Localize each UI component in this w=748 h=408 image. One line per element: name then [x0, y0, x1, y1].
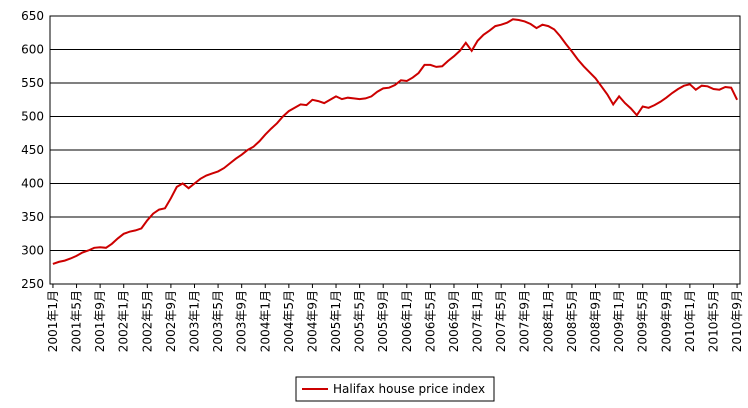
x-tick-label: 2010年1月	[683, 290, 697, 352]
y-tick-label: 350	[21, 210, 44, 224]
x-tick-label: 2002年5月	[140, 290, 154, 352]
x-tick-label: 2004年9月	[305, 290, 319, 352]
x-tick-label: 2003年9月	[235, 290, 249, 352]
x-tick-label: 2006年5月	[423, 290, 437, 352]
x-tick-label: 2004年5月	[282, 290, 296, 352]
x-tick-label: 2005年5月	[353, 290, 367, 352]
legend-label: Halifax house price index	[333, 382, 485, 396]
x-tick-label: 2001年1月	[46, 290, 60, 352]
x-tick-label: 2002年1月	[117, 290, 131, 352]
x-tick-label: 2001年9月	[93, 290, 107, 352]
x-tick-label: 2005年1月	[329, 290, 343, 352]
y-tick-label: 400	[21, 177, 44, 191]
x-tick-label: 2009年5月	[636, 290, 650, 352]
x-tick-label: 2010年9月	[730, 290, 744, 352]
y-tick-label: 650	[21, 9, 44, 23]
x-tick-label: 2010年5月	[706, 290, 720, 352]
y-tick-label: 500	[21, 110, 44, 124]
x-tick-label: 2004年1月	[258, 290, 272, 352]
x-tick-label: 2002年9月	[164, 290, 178, 352]
x-tick-label: 2008年5月	[565, 290, 579, 352]
x-tick-label: 2007年9月	[518, 290, 532, 352]
x-tick-label: 2009年1月	[612, 290, 626, 352]
y-tick-label: 300	[21, 244, 44, 258]
x-tick-label: 2009年9月	[659, 290, 673, 352]
x-tick-label: 2007年1月	[471, 290, 485, 352]
x-tick-label: 2001年5月	[70, 290, 84, 352]
x-tick-label: 2008年1月	[541, 290, 555, 352]
x-tick-label: 2003年5月	[211, 290, 225, 352]
y-tick-label: 250	[21, 277, 44, 291]
x-tick-label: 2008年9月	[589, 290, 603, 352]
legend-box	[295, 376, 495, 402]
plot-frame	[49, 15, 741, 285]
x-tick-label: 2006年9月	[447, 290, 461, 352]
x-tick-label: 2005年9月	[376, 290, 390, 352]
x-tick-label: 2006年1月	[400, 290, 414, 352]
y-tick-label: 600	[21, 43, 44, 57]
series-line	[52, 18, 738, 265]
x-tick-label: 2003年1月	[187, 290, 201, 352]
y-tick-label: 550	[21, 76, 44, 90]
y-tick-label: 450	[21, 143, 44, 157]
x-tick-label: 2007年5月	[494, 290, 508, 352]
